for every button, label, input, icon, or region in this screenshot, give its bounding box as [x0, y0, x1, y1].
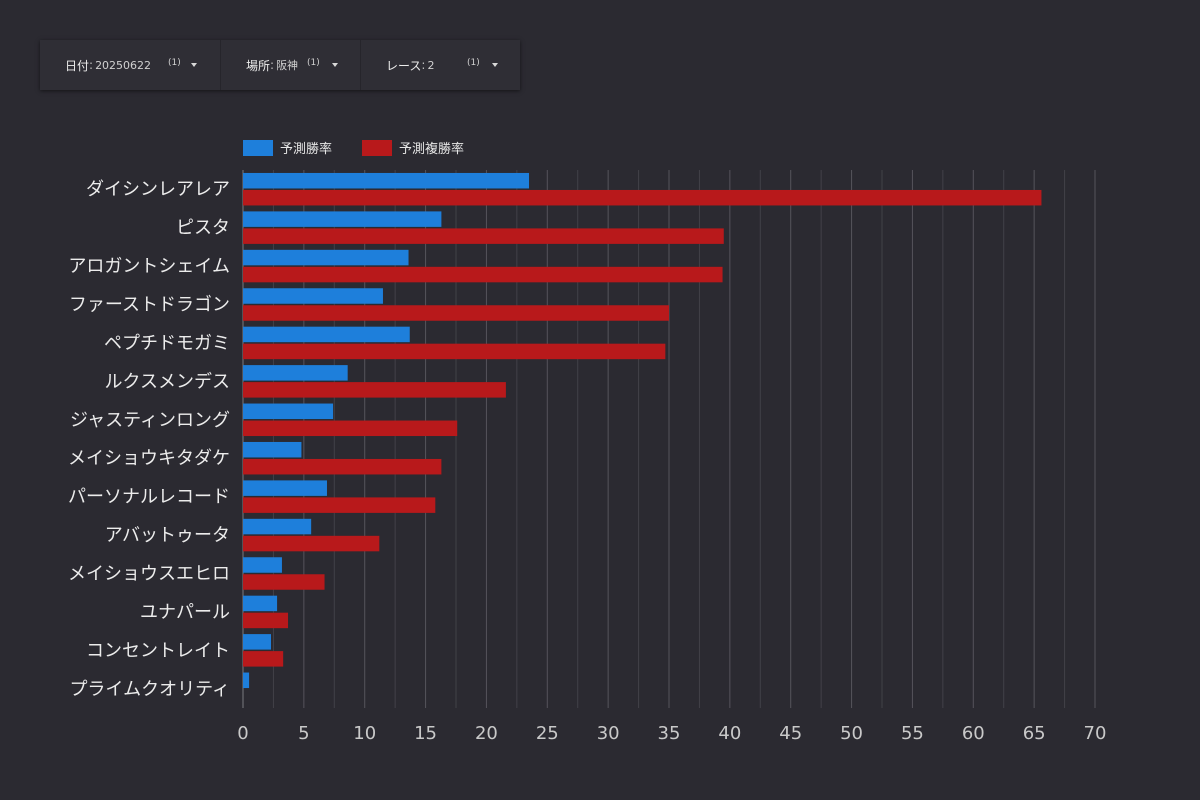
bar-win-rate — [243, 172, 530, 189]
bar-place-rate — [243, 189, 1042, 206]
category-label: ファーストドラゴン — [69, 295, 230, 316]
bar-place-rate — [243, 497, 436, 513]
x-tick-label: 10 — [353, 723, 376, 744]
venue-filter-count: (1) — [307, 58, 320, 68]
bar-place-rate — [243, 305, 669, 321]
category-label: メイショウキタダケ — [68, 448, 230, 469]
bar-place-rate — [243, 612, 289, 629]
chart-bars — [243, 172, 1042, 689]
category-label: プライムクオリティ — [69, 679, 230, 700]
date-filter-separator: : — [89, 58, 94, 72]
x-tick-label: 55 — [901, 723, 924, 744]
category-label: アバットゥータ — [105, 525, 230, 546]
race-filter-count: (1) — [467, 58, 480, 68]
bar-win-rate — [243, 441, 302, 458]
x-tick-label: 20 — [475, 723, 498, 744]
bar-win-rate — [243, 672, 250, 689]
x-tick-label: 0 — [237, 723, 248, 744]
x-tick-label: 70 — [1084, 723, 1107, 744]
venue-filter-caret-icon — [332, 63, 338, 67]
bar-place-rate — [243, 651, 284, 667]
bar-win-rate — [243, 557, 282, 573]
x-tick-label: 30 — [597, 723, 620, 744]
category-label: ペプチドモガミ — [104, 333, 230, 354]
x-tick-label: 35 — [658, 723, 681, 744]
legend-label-place-rate: 予測複勝率 — [399, 141, 464, 157]
legend-label-win-rate: 予測勝率 — [280, 141, 332, 157]
category-label: ジャスティンロング — [70, 410, 230, 431]
x-tick-label: 45 — [779, 723, 802, 744]
category-label: ルクスメンデス — [105, 371, 230, 392]
legend-swatch-place-rate — [362, 140, 392, 156]
date-filter-count: (1) — [168, 58, 181, 68]
bar-win-rate — [243, 634, 271, 650]
bar-win-rate — [243, 480, 327, 496]
category-label: コンセントレイト — [86, 640, 230, 661]
bar-place-rate — [243, 420, 458, 437]
bar-win-rate — [243, 249, 409, 266]
x-tick-label: 60 — [962, 723, 985, 744]
venue-filter-key: 場所 — [246, 58, 271, 73]
bar-win-rate — [243, 403, 334, 420]
date-filter-value: 20250622 — [95, 58, 152, 72]
x-tick-label: 50 — [840, 723, 863, 744]
legend-swatch-win-rate — [243, 140, 273, 156]
date-filter-caret-icon — [191, 63, 197, 67]
bar-place-rate — [243, 266, 723, 283]
bar-place-rate — [243, 228, 724, 244]
x-tick-label: 25 — [536, 723, 559, 744]
x-tick-label: 65 — [1023, 723, 1046, 744]
race-filter-value: 2 — [427, 58, 435, 72]
filter-bar: 日付: 20250622 (1) 場所: 阪神 (1) レース: 2 (1) — [40, 40, 520, 90]
race-filter-separator: : — [421, 58, 426, 72]
bar-win-rate — [243, 595, 278, 612]
chart-tick-labels: 0 5 10 15 20 25 30 35 40 45 50 55 60 65 70 — [237, 723, 1106, 744]
race-filter-dropdown[interactable]: レース: 2 (1) — [360, 40, 520, 90]
x-tick-label: 40 — [718, 723, 741, 744]
bar-place-rate — [243, 382, 506, 398]
category-label: パーソナルレコード — [68, 487, 230, 508]
race-filter-caret-icon — [492, 63, 498, 67]
venue-filter-dropdown[interactable]: 場所: 阪神 (1) — [220, 40, 360, 90]
venue-filter-separator: : — [270, 58, 275, 72]
venue-filter-value: 阪神 — [276, 59, 299, 72]
x-tick-label: 15 — [414, 723, 437, 744]
bar-win-rate — [243, 288, 383, 304]
bar-place-rate — [243, 574, 325, 590]
bar-place-rate — [243, 343, 666, 360]
date-filter-dropdown[interactable]: 日付: 20250622 (1) — [40, 40, 220, 90]
chart-legend: 予測勝率 予測複勝率 — [243, 140, 464, 157]
chart-category-labels: ダイシンレアレアピスタアロガントシェイムファーストドラゴンペプチドモガミルクスメ… — [68, 179, 230, 700]
bar-win-rate — [243, 211, 442, 227]
category-label: ダイシンレアレア — [86, 179, 230, 200]
category-label: アロガントシェイム — [68, 256, 230, 277]
bar-win-rate — [243, 326, 410, 343]
bar-place-rate — [243, 458, 442, 475]
category-label: ユナパール — [140, 602, 230, 623]
bar-win-rate — [243, 365, 348, 381]
race-filter-key: レース — [386, 58, 422, 73]
category-label: メイショウスエヒロ — [68, 564, 230, 585]
x-tick-label: 5 — [298, 723, 309, 744]
bar-place-rate — [243, 535, 380, 552]
date-filter-key: 日付 — [65, 58, 90, 73]
category-label: ピスタ — [176, 218, 230, 239]
bar-win-rate — [243, 518, 312, 535]
